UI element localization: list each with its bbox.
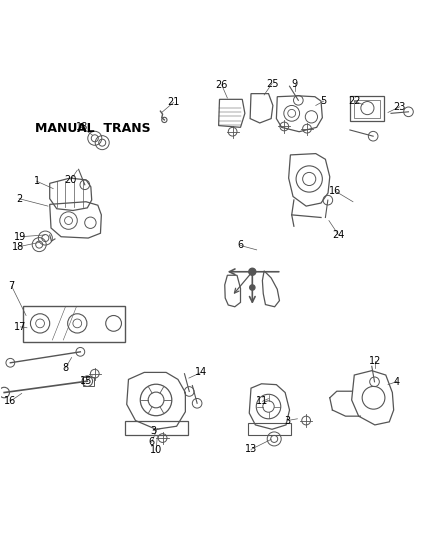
Text: 1: 1 [33,176,39,186]
Text: 15: 15 [80,376,92,386]
Text: 23: 23 [393,102,405,112]
Text: 22: 22 [347,96,360,106]
Text: 11: 11 [256,396,268,406]
Text: 3: 3 [284,416,290,425]
Text: 10: 10 [150,445,162,455]
Text: 24: 24 [332,230,344,240]
Text: 20: 20 [64,175,77,185]
Text: 4: 4 [393,377,399,386]
Text: 9: 9 [291,78,297,88]
Text: 6: 6 [148,438,154,447]
Text: 21: 21 [167,98,179,107]
Text: 6: 6 [237,240,243,251]
Bar [353,100,379,118]
Text: 16: 16 [328,186,341,196]
Text: MANUAL  TRANS: MANUAL TRANS [35,122,150,135]
Text: 8: 8 [62,363,68,373]
Text: 25: 25 [265,78,278,88]
Bar [125,421,187,434]
Text: 18: 18 [12,242,24,252]
Text: 7: 7 [8,281,15,291]
Text: 3: 3 [150,426,155,435]
Circle shape [248,268,255,275]
Text: 2: 2 [16,193,22,204]
Text: 5: 5 [320,96,326,106]
Text: 14: 14 [194,367,207,377]
Bar [247,423,290,434]
Text: 26: 26 [215,80,227,90]
Text: 19: 19 [14,232,26,242]
Bar [83,377,94,386]
Text: 18: 18 [75,123,88,132]
Bar [23,306,125,342]
Text: 17: 17 [14,322,27,332]
Bar [349,96,383,121]
Text: 12: 12 [368,356,380,366]
Text: 16: 16 [4,396,16,406]
Text: 13: 13 [244,445,257,455]
Circle shape [249,285,254,290]
